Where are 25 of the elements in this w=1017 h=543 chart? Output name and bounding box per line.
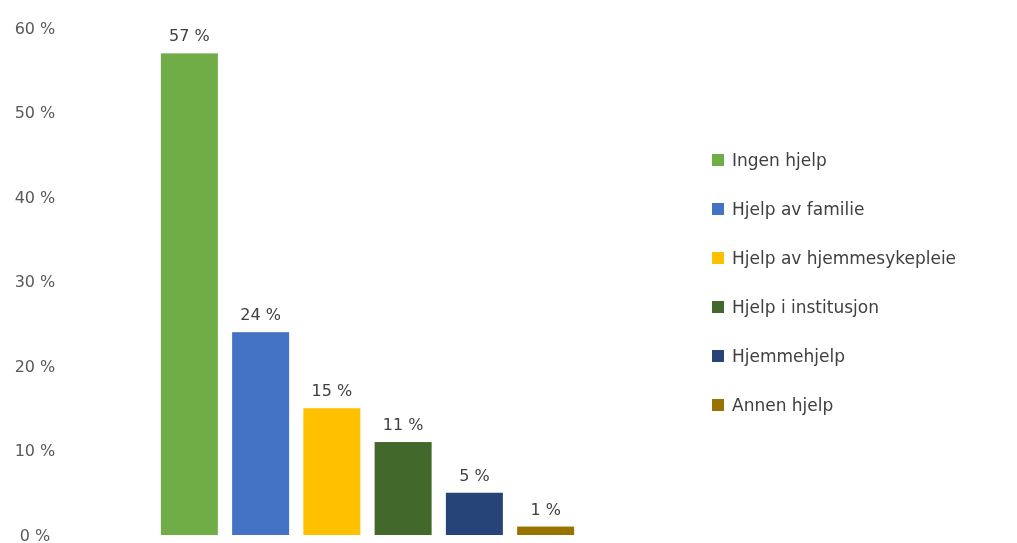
bar (517, 526, 575, 535)
y-tick-label: 20 % (14, 356, 56, 376)
legend-label: Hjelp i institusjon (732, 296, 879, 317)
y-tick-label: 60 % (14, 18, 56, 38)
data-label: 24 % (240, 305, 281, 325)
bar (303, 408, 361, 535)
data-label: 1 % (530, 499, 561, 519)
y-tick-label: 50 % (14, 103, 56, 123)
y-tick-label: 10 % (14, 441, 56, 461)
legend-label: Ingen hjelp (732, 149, 827, 170)
legend-label: Hjelp av hjemmesykepleie (732, 247, 957, 268)
data-label: 57 % (169, 26, 210, 46)
legend-label: Annen hjelp (732, 394, 834, 415)
y-tick-label: 30 % (14, 272, 56, 292)
bar (374, 442, 432, 535)
bar (160, 53, 218, 535)
legend-label: Hjelp av familie (732, 198, 865, 219)
y-tick-label: 40 % (14, 187, 56, 207)
legend-label: Hjemmehjelp (732, 345, 846, 366)
bar (445, 492, 503, 535)
data-label: 5 % (459, 465, 490, 485)
data-label: 15 % (311, 381, 353, 401)
data-label: 11 % (382, 415, 424, 435)
y-tick-label: 0 % (19, 525, 51, 543)
bar (232, 332, 290, 535)
